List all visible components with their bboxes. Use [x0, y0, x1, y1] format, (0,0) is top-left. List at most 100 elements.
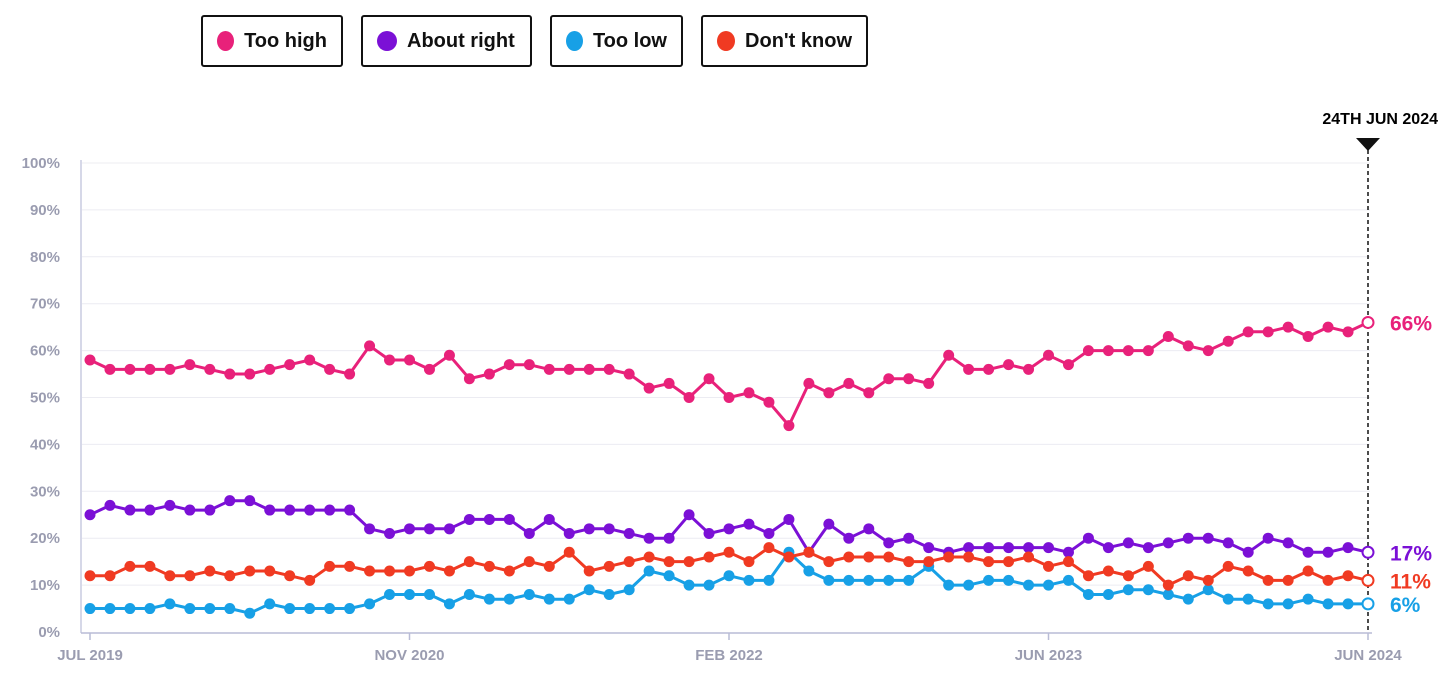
data-point-don-t-know: [783, 551, 795, 563]
data-point-too-low: [603, 588, 615, 600]
data-point-don-t-know: [204, 565, 216, 577]
legend-item-too-high[interactable]: Too high: [201, 15, 343, 67]
data-point-don-t-know: [344, 560, 356, 572]
data-point-too-high: [903, 373, 915, 385]
data-point-too-low: [1361, 597, 1375, 611]
data-point-don-t-know: [1222, 560, 1234, 572]
data-point-about-right: [843, 532, 855, 544]
x-tick-label: JUN 2023: [1015, 647, 1083, 664]
data-point-don-t-know: [943, 551, 955, 563]
data-point-don-t-know: [603, 560, 615, 572]
data-point-don-t-know: [1282, 574, 1294, 586]
data-point-don-t-know: [883, 551, 895, 563]
data-point-too-high: [703, 373, 715, 385]
data-point-about-right: [104, 499, 116, 511]
data-point-too-high: [463, 373, 475, 385]
data-point-about-right: [1182, 532, 1194, 544]
data-point-about-right: [1202, 532, 1214, 544]
data-point-about-right: [443, 523, 455, 535]
series-line-too-high: [89, 321, 1369, 428]
data-point-too-high: [184, 359, 196, 371]
legend-item-about-right[interactable]: About right: [361, 15, 532, 67]
x-tick-label: FEB 2022: [695, 647, 763, 664]
data-point-too-low: [503, 593, 515, 605]
data-point-don-t-know: [1302, 565, 1314, 577]
data-point-too-high: [1322, 321, 1334, 333]
data-point-don-t-know: [284, 570, 296, 582]
data-point-about-right: [423, 523, 435, 535]
data-point-too-high: [683, 392, 695, 403]
data-point-don-t-know: [703, 551, 715, 563]
data-point-too-high: [1182, 340, 1194, 352]
data-point-about-right: [224, 495, 236, 507]
data-point-about-right: [663, 532, 675, 544]
data-point-about-right: [1082, 532, 1094, 544]
y-tick-label: 20%: [30, 530, 60, 547]
data-point-too-high: [823, 387, 835, 399]
data-point-about-right: [543, 513, 555, 525]
data-point-about-right: [404, 523, 415, 535]
data-point-about-right: [144, 504, 156, 516]
data-point-too-low: [863, 574, 875, 586]
data-point-about-right: [84, 509, 96, 521]
data-point-don-t-know: [84, 570, 96, 582]
data-point-too-high: [104, 363, 116, 375]
data-point-about-right: [963, 542, 975, 554]
data-point-don-t-know: [1062, 556, 1074, 568]
data-point-don-t-know: [443, 565, 455, 577]
data-point-about-right: [463, 513, 475, 525]
legend-label-too-high: Too high: [244, 29, 327, 52]
data-point-don-t-know: [1043, 560, 1054, 572]
legend-dot-about-right: [377, 31, 397, 51]
y-tick-label: 10%: [30, 577, 60, 594]
data-point-too-high: [723, 392, 735, 403]
data-point-too-low: [743, 574, 755, 586]
data-point-don-t-know: [463, 556, 475, 568]
data-point-don-t-know: [843, 551, 855, 563]
data-point-too-low: [404, 588, 415, 600]
data-point-too-low: [1202, 584, 1214, 596]
data-point-too-high: [1003, 359, 1015, 371]
data-point-too-high: [843, 377, 855, 389]
data-point-too-high: [384, 354, 396, 366]
data-point-too-low: [224, 603, 236, 615]
data-point-too-high: [763, 396, 775, 408]
date-marker-label: 24TH JUN 2024: [1322, 111, 1438, 128]
data-point-too-low: [543, 593, 555, 605]
data-point-too-low: [1023, 579, 1035, 591]
data-point-about-right: [563, 528, 575, 540]
data-point-too-high: [1202, 345, 1214, 357]
data-point-don-t-know: [503, 565, 515, 577]
data-point-too-high: [1242, 326, 1254, 338]
y-tick-label: 40%: [30, 436, 60, 453]
data-point-don-t-know: [244, 565, 256, 577]
legend-item-dont-know[interactable]: Don't know: [701, 15, 868, 67]
data-point-too-high: [663, 377, 675, 389]
date-marker-arrow: [1356, 138, 1380, 151]
x-tick-label: NOV 2020: [374, 647, 444, 664]
data-point-about-right: [1162, 537, 1174, 549]
data-point-too-low: [1262, 598, 1274, 610]
data-point-don-t-know: [643, 551, 655, 563]
data-point-too-low: [1242, 593, 1254, 605]
data-point-about-right: [184, 504, 196, 516]
data-point-don-t-know: [923, 556, 935, 568]
data-point-about-right: [1062, 546, 1074, 558]
y-tick-label: 90%: [30, 202, 60, 219]
data-point-too-low: [983, 574, 995, 586]
data-point-too-high: [1122, 345, 1134, 357]
data-point-don-t-know: [1122, 570, 1134, 582]
data-point-too-low: [1322, 598, 1334, 610]
data-point-too-high: [404, 354, 415, 366]
data-point-don-t-know: [364, 565, 376, 577]
data-point-too-high: [224, 368, 236, 380]
data-point-too-low: [683, 579, 695, 591]
data-point-too-high: [264, 363, 276, 375]
data-point-about-right: [284, 504, 296, 516]
data-point-too-high: [443, 349, 455, 361]
data-point-about-right: [903, 532, 915, 544]
legend-item-too-low[interactable]: Too low: [550, 15, 683, 67]
data-point-don-t-know: [1082, 570, 1094, 582]
data-point-too-low: [244, 607, 256, 619]
data-point-too-low: [523, 588, 535, 600]
